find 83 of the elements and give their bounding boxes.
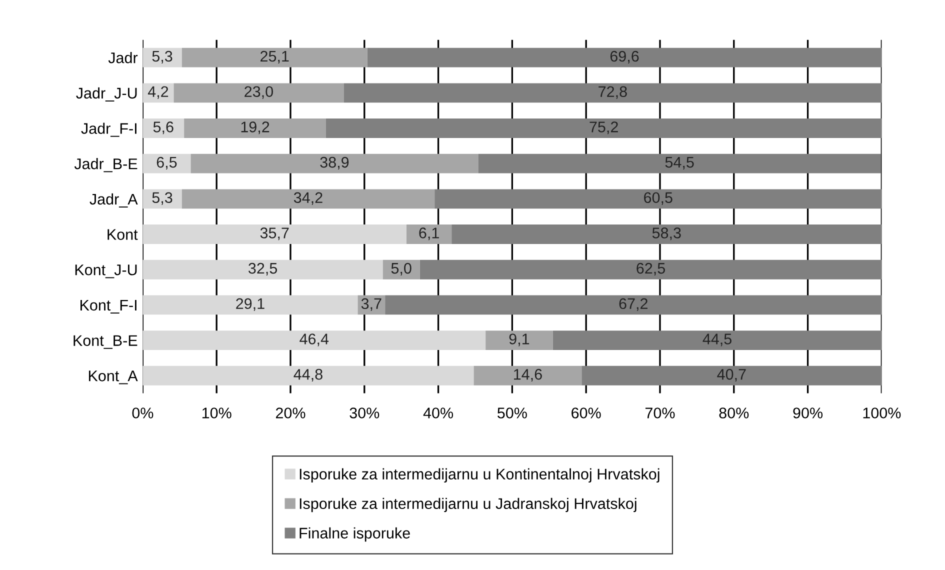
y-tick-label: Kont_B-E [74,335,138,349]
bar [474,366,582,386]
bar [142,189,182,209]
x-tick-label: 80% [719,408,749,418]
y-tick-label: Kont [108,229,138,240]
x-tick-label: 50% [498,408,527,418]
bar [344,83,882,103]
data-label: 23,0 [244,86,273,99]
x-tick-label: 100% [863,408,901,418]
x-tick-label: 10% [202,408,232,418]
data-label: 34,2 [294,192,322,205]
data-label: 38,9 [320,156,349,170]
x-tick-label: 60% [572,408,601,418]
legend-label: Isporuke za intermedijarnu u Jadranskoj Hrvatskoj [300,498,636,512]
data-label: 75,2 [590,122,618,134]
data-label: 67,2 [619,298,648,311]
bar [182,189,435,209]
data-label: 5,3 [152,192,172,205]
data-label: 69,6 [610,50,639,64]
data-label: 19,2 [241,122,270,134]
data-label: 40,7 [717,368,746,382]
bar [367,48,882,68]
y-tick-label: Jadr_J-U [76,87,137,102]
y-tick-label: Kont_J-U [75,264,137,278]
bar [382,260,420,280]
data-label: 14,6 [514,368,542,382]
bar [190,154,478,174]
bar [174,83,344,103]
x-tick-label: 40% [423,408,454,418]
bar [552,330,882,350]
legend-label: Finalne isporuke [300,527,410,542]
bar [142,154,191,174]
data-label: 60,5 [644,192,672,205]
x-tick-label: 90% [793,408,823,418]
bar [142,224,407,244]
bar [184,118,326,138]
bar [142,118,184,138]
data-label: 54,5 [665,157,694,170]
bar [478,154,881,174]
legend-label: Isporuke za intermedijarnu u Kontinentalnoj Hrvatskoj [300,468,660,483]
data-label: 58,3 [652,228,681,240]
data-label: 62,5 [636,262,665,276]
bar [452,224,882,244]
data-label: 5,0 [391,262,412,276]
data-label: 44,5 [702,334,732,346]
y-tick-label: Jadr_B-E [74,158,138,172]
bar [182,48,368,68]
x-tick-label: 30% [350,408,380,418]
bar [142,366,474,386]
bar [434,189,882,209]
data-label: 46,4 [300,334,329,346]
bar [486,330,553,350]
data-label: 4,2 [148,86,168,99]
x-tick-label: 0% [132,408,154,418]
data-label: 9,1 [509,334,530,346]
data-label: 72,8 [598,86,627,99]
y-tick-label: Jadr_F-I [81,122,136,137]
y-tick-label: Jadr_A [90,193,138,208]
data-label: 5,6 [153,122,174,134]
bar [358,295,386,315]
y-tick-label: Kont_F-I [80,300,136,314]
data-label: 32,5 [248,262,278,276]
data-label: 35,7 [260,228,289,240]
bar [142,295,358,315]
bar [406,224,452,244]
bar [142,48,182,68]
data-label: 6,5 [156,156,177,170]
bar [420,260,882,280]
data-label: 29,1 [236,298,264,311]
data-label: 5,3 [152,50,172,64]
bar [142,260,383,280]
y-tick-label: Jadr [108,52,138,64]
data-label: 6,1 [419,228,439,240]
data-label: 3,7 [361,298,382,311]
data-label: 44,8 [294,368,322,382]
bar [582,366,882,386]
x-tick-label: 20% [276,408,306,418]
bar [385,295,882,315]
y-tick-label: Kont_A [88,370,138,384]
data-label: 25,1 [260,50,289,64]
bar [326,118,882,138]
x-tick-label: 70% [645,408,675,418]
bar [142,330,486,350]
